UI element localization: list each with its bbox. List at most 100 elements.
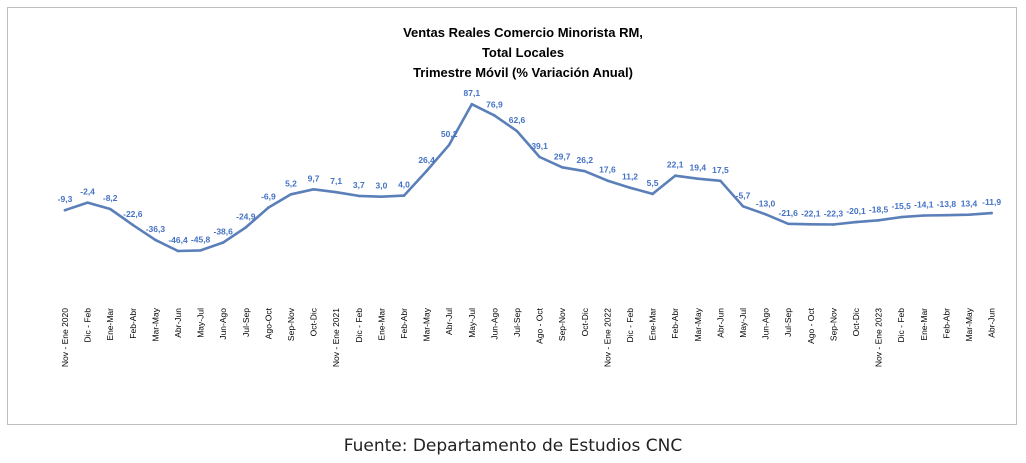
- data-point: [764, 213, 767, 216]
- x-tick-label: Oct-Dic: [851, 307, 861, 336]
- data-label: 13,4: [961, 199, 978, 209]
- data-point: [719, 179, 722, 183]
- chart-title: Ventas Reales Comercio Minorista RM, Tota…: [403, 25, 643, 80]
- data-point: [583, 169, 587, 173]
- chart-title-line-3: Trimestre Móvil (% Variación Anual): [413, 65, 633, 80]
- data-point: [86, 201, 89, 204]
- data-label: 5,2: [285, 178, 297, 188]
- data-label: -22,1: [801, 208, 821, 218]
- data-label: -22,6: [123, 209, 143, 219]
- data-point: [244, 226, 248, 229]
- line-chart: Ventas Reales Comercio Minorista RM, Tota…: [58, 25, 1002, 367]
- data-point: [945, 213, 948, 217]
- x-tick-label: Sep-Nov: [828, 307, 838, 341]
- data-label: 26,2: [577, 155, 594, 165]
- chart-frame: Ventas Reales Comercio Minorista RM, Tota…: [7, 7, 1017, 425]
- data-label: -20,1: [846, 206, 866, 216]
- data-label: 11,2: [622, 172, 638, 182]
- data-point: [380, 195, 383, 198]
- data-label: -45,8: [191, 234, 211, 244]
- x-tick-label: Feb-Abr: [941, 308, 951, 339]
- x-tick-label: Dic - Feb: [83, 308, 93, 343]
- x-tick-label: Abr-Jul: [444, 308, 454, 335]
- chart-title-line-2: Total Locales: [482, 45, 564, 60]
- data-point: [402, 194, 406, 197]
- data-label: -9,3: [58, 194, 73, 204]
- data-point: [447, 143, 451, 147]
- data-label: -13,8: [937, 199, 957, 209]
- data-point: [538, 155, 541, 159]
- x-tick-label: Nov - Ene 2021: [331, 308, 341, 367]
- x-tick-label: Jul-Sep: [512, 308, 522, 337]
- x-tick-label: Nov - Ene 2020: [60, 308, 70, 367]
- data-label: 22,1: [667, 160, 684, 170]
- data-label: -22,3: [824, 209, 844, 219]
- data-point: [899, 215, 903, 219]
- data-point: [967, 213, 971, 217]
- data-point: [651, 192, 654, 196]
- x-tick-label: May-Jul: [467, 308, 477, 338]
- data-label: -18,5: [869, 204, 889, 214]
- x-tick-label: May-Jul: [196, 308, 206, 338]
- x-tick-label: Sep-Nov: [286, 307, 296, 341]
- x-tick-label: Ene-Mar: [919, 308, 929, 341]
- data-point: [832, 223, 835, 226]
- data-label: -2,4: [80, 187, 95, 197]
- data-point: [108, 207, 112, 211]
- x-tick-label: Abr-Jun: [715, 308, 725, 338]
- x-axis-tick-labels: Nov - Ene 2020 Dic - Feb Ene-Mar Feb-Abr Mar…: [60, 307, 997, 367]
- data-label: -8,2: [103, 193, 118, 203]
- data-label: -14,1: [914, 200, 934, 210]
- data-point: [606, 179, 609, 182]
- data-point: [990, 211, 993, 215]
- data-label: 19,4: [690, 163, 707, 173]
- x-tick-label: Dic - Feb: [896, 308, 906, 343]
- data-point: [515, 129, 519, 133]
- data-point: [741, 204, 745, 208]
- x-tick-label: Abr-Jun: [987, 308, 997, 338]
- data-point: [809, 223, 813, 226]
- x-tick-label: Jun-Ago: [489, 308, 499, 340]
- data-point: [628, 186, 632, 189]
- data-label: 17,6: [599, 165, 616, 175]
- x-tick-label: Ago - Oct: [806, 307, 816, 344]
- data-point: [470, 102, 474, 106]
- data-point: [267, 206, 270, 209]
- x-tick-label: Nov - Ene 2023: [874, 308, 884, 367]
- data-label: 17,5: [712, 165, 729, 175]
- data-label: -38,6: [214, 226, 234, 236]
- x-tick-label: Oct-Dic: [580, 307, 590, 336]
- x-tick-label: Feb-Abr: [399, 308, 409, 339]
- data-point: [289, 192, 293, 196]
- data-point: [357, 194, 361, 198]
- data-label: 87,1: [464, 88, 481, 98]
- data-label: 7,1: [330, 176, 342, 186]
- data-point: [786, 222, 790, 226]
- data-point: [221, 241, 225, 244]
- series-line-group: [63, 102, 993, 253]
- data-label: -6,9: [261, 192, 276, 202]
- data-label: -15,5: [892, 201, 912, 211]
- x-tick-label: Jun-Ago: [761, 308, 771, 340]
- data-point: [154, 238, 157, 242]
- x-tick-label: Feb-Abr: [670, 308, 680, 339]
- data-labels-group: -9,3 -2,4 -8,2 -22,6-36,3-46,4 -45,8-38,6-24…: [58, 88, 1002, 245]
- data-label: -21,6: [779, 208, 799, 218]
- data-label: 3,7: [353, 180, 365, 190]
- x-tick-label: Ene-Mar: [648, 308, 658, 341]
- data-point: [922, 214, 926, 217]
- data-point: [63, 208, 67, 212]
- x-tick-label: Abr-Jun: [173, 308, 183, 338]
- x-tick-label: Ene-Mar: [376, 308, 386, 341]
- x-tick-label: Nov - Ene 2022: [602, 308, 612, 367]
- data-point: [493, 114, 496, 117]
- data-label: 26,4: [418, 155, 435, 165]
- data-label: 39,1: [531, 141, 548, 151]
- data-label: 76,9: [486, 99, 503, 109]
- data-label: 4,0: [398, 180, 410, 190]
- x-tick-label: Mar-May: [964, 307, 974, 341]
- x-tick-label: Ago-Oct: [263, 307, 273, 339]
- x-tick-label: Jun-Ago: [218, 308, 228, 340]
- x-tick-label: Ene-Mar: [105, 308, 115, 341]
- data-label: -11,9: [982, 197, 1001, 207]
